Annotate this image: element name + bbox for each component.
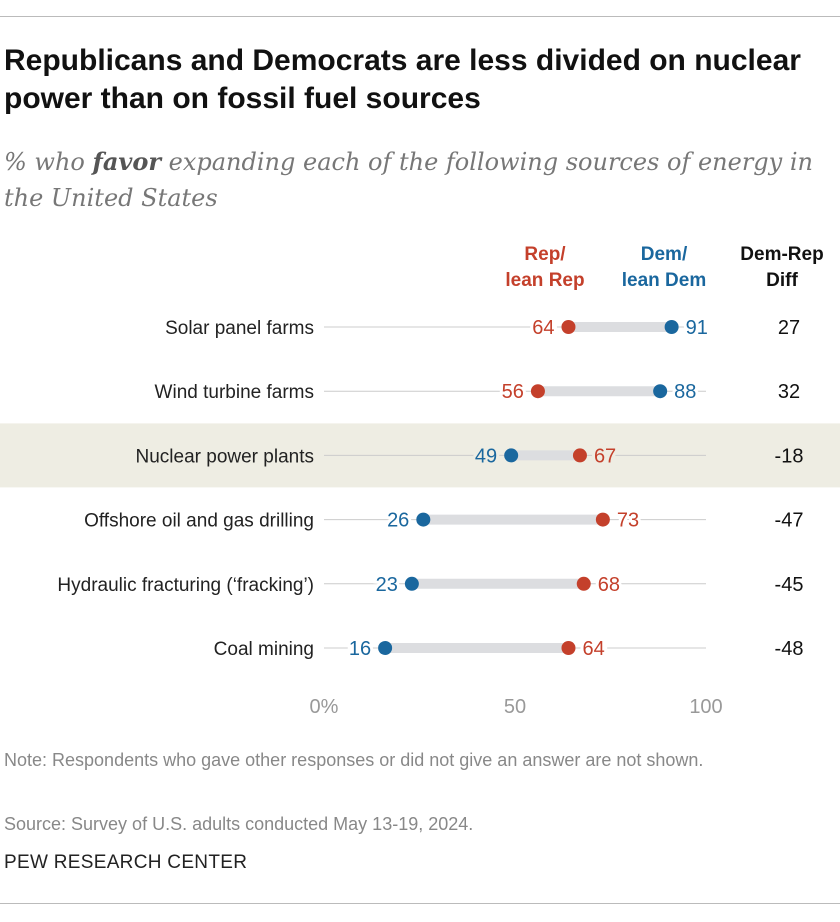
diff-header: Dem-Rep Diff: [740, 244, 824, 291]
dem-value-label: 23: [376, 574, 398, 596]
x-tick-label: 50: [504, 696, 526, 718]
dem-dot: [404, 576, 419, 591]
bottom-rule: [0, 903, 840, 904]
subtitle-pre: % who: [4, 148, 93, 176]
dem-dot: [504, 448, 519, 463]
rep-dot: [561, 641, 576, 655]
subtitle-emphasis: favor: [92, 147, 161, 176]
rep-dot: [595, 512, 610, 527]
rep-dot: [561, 320, 576, 334]
dem-dot: [416, 512, 431, 527]
rep-value-label: 64: [532, 317, 554, 339]
dem-dot: [664, 320, 679, 334]
chart-subtitle: % who favor expanding each of the follow…: [4, 144, 824, 216]
diff-value: 32: [778, 381, 800, 403]
rep-value-label: 64: [582, 638, 604, 660]
dem-value-label: 88: [674, 381, 696, 403]
rep-value-label: 73: [617, 510, 639, 532]
rep-dot: [530, 384, 545, 399]
diff-value: 27: [778, 317, 800, 339]
plot-area: Solar panel farms 64 91 27 Wind turbine farm…: [0, 317, 840, 718]
diff-value: -48: [775, 638, 804, 660]
dem-dot: [653, 384, 668, 399]
note: Note: Respondents who gave other respons…: [4, 750, 704, 770]
category-label: Solar panel farms: [165, 318, 314, 339]
rep-dot: [572, 448, 587, 463]
category-label: Coal mining: [214, 639, 314, 660]
dem-value-label: 16: [349, 638, 371, 660]
rep-value-label: 56: [502, 381, 524, 403]
dem-dot: [378, 641, 393, 655]
rep-value-label: 68: [598, 574, 620, 596]
x-tick-label: 0%: [310, 696, 339, 718]
category-label: Offshore oil and gas drilling: [84, 511, 314, 532]
source: Source: Survey of U.S. adults conducted …: [4, 814, 474, 834]
diff-value: -47: [775, 510, 804, 532]
dem-value-label: 91: [686, 317, 708, 339]
rep-dot: [576, 576, 591, 591]
category-label: Hydraulic fracturing (‘fracking’): [57, 575, 314, 596]
x-tick-label: 100: [689, 696, 722, 718]
diff-value: -18: [775, 445, 804, 467]
legend-rep: Rep/ lean Rep: [505, 244, 585, 291]
chart-title: Republicans and Democrats are less divid…: [4, 44, 801, 115]
rep-value-label: 67: [594, 445, 616, 467]
top-rule: [0, 16, 840, 17]
legend-dem: Dem/ lean Dem: [621, 244, 707, 291]
category-label: Wind turbine farms: [155, 382, 314, 403]
diff-value: -45: [775, 574, 804, 596]
dem-value-label: 49: [475, 445, 497, 467]
subtitle-post: expanding each of the following sources …: [4, 148, 813, 212]
dem-value-label: 26: [387, 510, 409, 532]
category-label: Nuclear power plants: [136, 446, 314, 467]
brand-logo-text: PEW RESEARCH CENTER: [4, 852, 248, 873]
